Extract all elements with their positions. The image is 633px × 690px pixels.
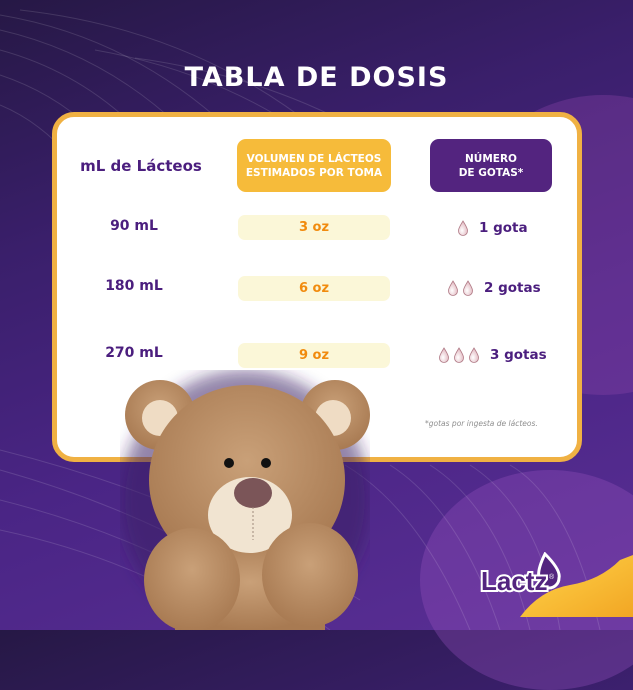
row-1-drops: 1 gota	[457, 220, 528, 236]
header-drops: NÚMERO DE GOTAS*	[430, 139, 552, 192]
header-volume-line1: VOLUMEN DE LÁCTEOS	[246, 152, 382, 165]
row-1-drops-label: 1 gota	[479, 220, 528, 236]
row-2-drops-label: 2 gotas	[484, 280, 541, 296]
row-3-oz: 9 oz	[238, 343, 390, 368]
registered-mark: ®	[549, 573, 555, 581]
row-3-drops: 3 gotas	[438, 347, 547, 363]
row-1-ml: 90 mL	[110, 218, 158, 234]
header-volume-line2: ESTIMADOS POR TOMA	[245, 166, 383, 179]
drop-icon	[469, 347, 479, 363]
header-drops-line1: NÚMERO	[465, 152, 517, 165]
row-3-drops-label: 3 gotas	[490, 347, 547, 363]
drop-icon	[439, 347, 449, 363]
drop-icon	[463, 280, 473, 296]
logo-text: Lactz	[481, 566, 547, 596]
drop-icon	[458, 220, 468, 236]
header-volume: VOLUMEN DE LÁCTEOS ESTIMADOS POR TOMA	[237, 139, 391, 192]
row-2-drops: 2 gotas	[447, 280, 541, 296]
header-ml: mL de Lácteos	[80, 157, 202, 175]
row-1-oz: 3 oz	[238, 215, 390, 240]
footnote: *gotas por ingesta de lácteos.	[425, 419, 538, 428]
drop-icon	[448, 280, 458, 296]
teddy-bear-image	[120, 370, 370, 630]
row-3-ml: 270 mL	[105, 345, 163, 361]
lactz-logo: Lactz ®	[479, 552, 561, 598]
header-drops-line2: DE GOTAS*	[458, 166, 524, 179]
row-2-ml: 180 mL	[105, 278, 163, 294]
page-title: TABLA DE DOSIS	[184, 62, 449, 93]
decorative-wave	[520, 555, 633, 617]
row-2-oz: 6 oz	[238, 276, 390, 301]
drop-icon	[454, 347, 464, 363]
